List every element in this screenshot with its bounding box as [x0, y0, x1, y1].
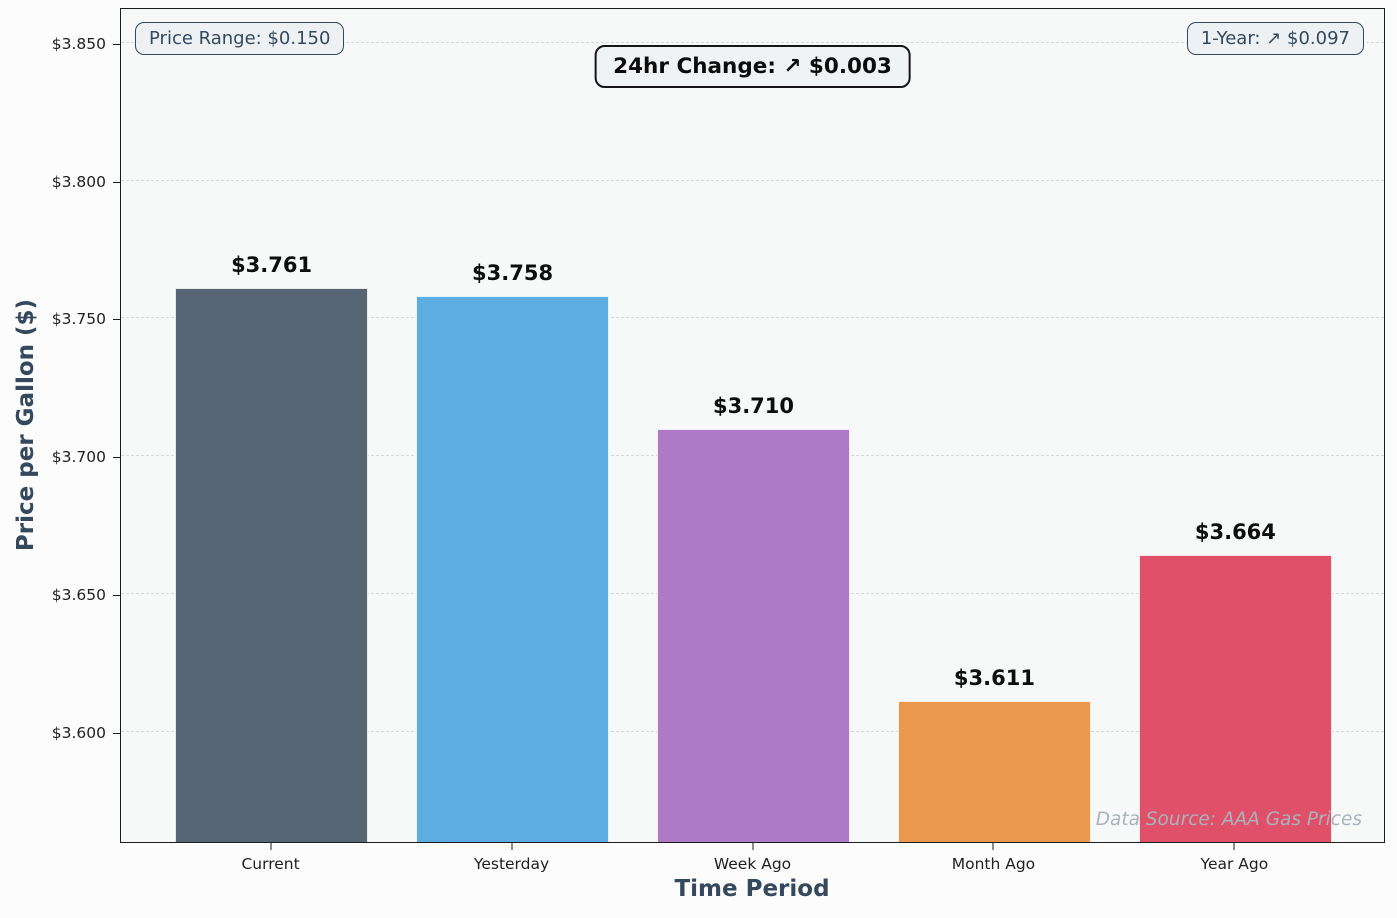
x-tick-mark	[752, 843, 753, 850]
price-range-annotation: Price Range: $0.150	[135, 22, 345, 55]
y-tick-label: $3.650	[51, 585, 106, 604]
y-tick-label: $3.850	[51, 34, 106, 53]
gridline	[121, 41, 1384, 43]
x-axis-title: Time Period	[674, 876, 830, 902]
y-tick-label: $3.700	[51, 448, 106, 467]
y-tick-label: $3.800	[51, 172, 106, 191]
bar-value-label: $3.664	[1194, 520, 1276, 545]
gridline	[121, 179, 1384, 181]
bar-value-label: $3.710	[712, 393, 795, 418]
x-tick-label: Yesterday	[473, 855, 550, 873]
x-tick-mark	[992, 843, 994, 850]
y-axis-ticks: $3.600 $3.650 $3.700 $3.750 $3.800 $3.850	[0, 8, 120, 843]
x-tick-label: Current	[241, 855, 300, 873]
x-tick-mark	[511, 843, 513, 850]
y-tick-label: $3.600	[51, 723, 106, 742]
x-tick-mark	[270, 843, 272, 850]
bar-value-label: $3.761	[231, 253, 313, 278]
y-tick-mark	[113, 319, 120, 321]
bar-current	[175, 288, 368, 842]
y-axis-title: Price per Gallon ($)	[13, 298, 39, 552]
bar-week-ago	[657, 428, 850, 842]
bar-month-ago	[898, 701, 1091, 842]
plot-area: Price Range: $0.150 24hr Change: ↗ $0.00…	[120, 8, 1385, 843]
bar-yesterday	[416, 296, 609, 842]
x-tick-label: Week Ago	[713, 855, 792, 873]
y-tick-label: $3.750	[51, 310, 106, 329]
bar-year-ago	[1139, 555, 1332, 842]
bar-value-label: $3.758	[472, 261, 554, 286]
data-source-note: Data Source: AAA Gas Prices	[1095, 809, 1362, 830]
gridline	[121, 317, 1384, 319]
x-tick-mark	[1233, 843, 1235, 850]
chart-title-24hr-change: 24hr Change: ↗ $0.003	[594, 45, 911, 88]
y-tick-mark	[113, 732, 120, 734]
x-tick-label: Year Ago	[1200, 855, 1269, 873]
y-tick-mark	[113, 181, 120, 183]
y-tick-mark	[113, 43, 120, 45]
y-tick-mark	[113, 594, 120, 596]
x-tick-label: Month Ago	[951, 855, 1036, 873]
y-tick-mark	[113, 457, 120, 459]
x-axis-ticks: Current Yesterday Week Ago Month Ago Year Ag…	[120, 843, 1385, 903]
bar-value-label: $3.611	[953, 666, 1035, 691]
one-year-annotation: 1-Year: ↗ $0.097	[1186, 22, 1364, 55]
